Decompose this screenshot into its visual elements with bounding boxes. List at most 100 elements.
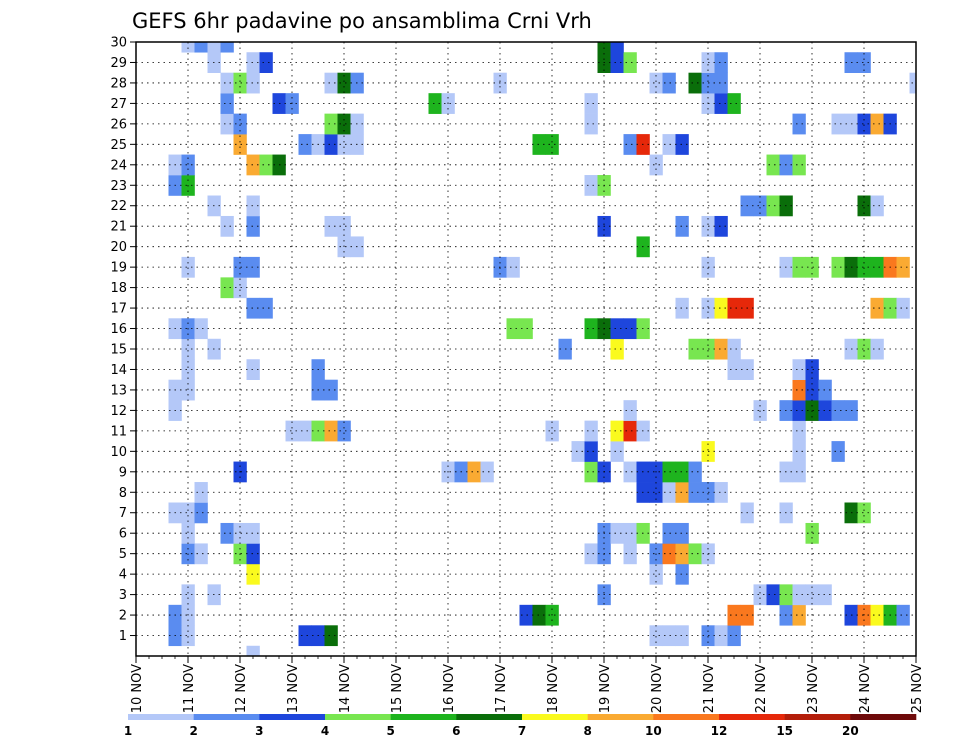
legend-swatch [653, 714, 720, 720]
heatmap-cell [831, 400, 845, 421]
legend-swatch [128, 714, 194, 720]
heatmap-cell [584, 93, 598, 114]
heatmap-cell [870, 195, 884, 217]
heatmap-cell [246, 195, 260, 217]
heatmap-cell [805, 379, 819, 401]
heatmap-cell [610, 318, 624, 340]
y-tick-label: 10 [110, 445, 127, 460]
heatmap-cell [584, 543, 598, 565]
heatmap-cell [220, 113, 234, 135]
heatmap-cell [233, 522, 247, 544]
legend-swatch [325, 714, 391, 720]
heatmap-cell [246, 52, 260, 73]
heatmap-cell [324, 113, 338, 135]
y-tick-label: 9 [119, 465, 127, 480]
heatmap-cell [870, 338, 884, 360]
heatmap-cell [246, 522, 260, 544]
heatmap-cell [181, 154, 195, 176]
heatmap-cell [324, 379, 338, 401]
y-tick-label: 28 [110, 76, 127, 91]
y-tick-label: 18 [110, 281, 127, 296]
heatmap-cell [233, 134, 247, 155]
y-tick-label: 7 [119, 506, 127, 521]
heatmap-cell [194, 318, 208, 340]
heatmap-cell [246, 256, 260, 278]
heatmap-cell [675, 215, 689, 237]
x-tick-label: 23 NOV [806, 664, 821, 713]
x-tick-label: 17 NOV [494, 664, 509, 713]
heatmap-cell [662, 72, 676, 94]
heatmap-cell [545, 420, 559, 442]
grid-lines [136, 41, 916, 656]
y-tick-label: 8 [119, 486, 127, 501]
heatmap-cell [623, 134, 637, 155]
heatmap-cell [675, 625, 689, 647]
x-tick-label: 13 NOV [286, 664, 301, 713]
x-tick-label: 22 NOV [754, 664, 769, 713]
heatmap-cell [792, 420, 806, 442]
heatmap-cell [857, 52, 871, 73]
legend-label: 5 [386, 724, 394, 738]
heatmap-cell [792, 441, 806, 462]
heatmap-cell [233, 72, 247, 94]
color-legend: 1 2 3 4 5 6 7 8 10 12 15 20 [124, 714, 917, 738]
heatmap-cell [584, 175, 598, 196]
x-tick-label: 16 NOV [442, 664, 457, 713]
heatmap-cell [181, 502, 195, 524]
x-tick-label: 24 NOV [858, 664, 873, 713]
y-tick-label: 16 [110, 322, 127, 337]
y-tick-label: 12 [110, 404, 127, 419]
legend-label: 4 [321, 724, 329, 738]
heatmap-cell [246, 297, 260, 319]
heatmap-cell [792, 256, 806, 278]
heatmap-cell [792, 461, 806, 483]
legend-label: 10 [645, 724, 662, 738]
heatmap-cell [298, 420, 312, 442]
heatmap-cell [194, 42, 208, 53]
heatmap-cell [480, 461, 494, 483]
legend-swatch [719, 714, 785, 720]
heatmap-cell [870, 256, 884, 278]
heatmap-cell [233, 277, 247, 299]
y-tick-label: 21 [110, 220, 127, 235]
x-tick-label: 18 NOV [546, 664, 561, 713]
heatmap-cell [324, 215, 338, 237]
legend-swatch [193, 714, 260, 720]
heatmap-cell [246, 543, 260, 565]
y-tick-label: 30 [110, 36, 127, 51]
heatmap-cell [337, 215, 351, 237]
heatmap-cell [675, 297, 689, 319]
heatmap-cell [181, 338, 195, 360]
heatmap-cell [207, 42, 221, 53]
heatmap-cell [714, 625, 728, 647]
heatmap-cell [220, 72, 234, 94]
heatmap-cell [597, 42, 611, 53]
legend-label: 1 [124, 724, 132, 738]
heatmap-cell [220, 215, 234, 237]
heatmap-cell [714, 52, 728, 73]
legend-label: 2 [189, 724, 197, 738]
x-tick-label: 21 NOV [702, 664, 717, 713]
heatmap-cell [792, 154, 806, 176]
legend-label: 15 [776, 724, 793, 738]
legend-swatch [784, 714, 851, 720]
heatmap-cell [727, 359, 741, 380]
heatmap-cell [675, 543, 689, 565]
heatmap-cell [662, 625, 676, 647]
heatmap-cell [727, 93, 741, 114]
heatmap-cell [857, 256, 871, 278]
heatmap-cell [623, 318, 637, 340]
heatmap-cell [584, 113, 598, 135]
heatmap-cell [233, 256, 247, 278]
legend-swatch [456, 714, 523, 720]
y-tick-label: 11 [110, 424, 127, 439]
heatmap-cell [246, 72, 260, 94]
x-tick-label: 11 NOV [182, 664, 197, 713]
heatmap-cell [545, 134, 559, 155]
heatmap-cell [519, 604, 533, 626]
heatmap-cell [246, 154, 260, 176]
heatmap-cell [805, 522, 819, 544]
heatmap-cell [727, 297, 741, 319]
heatmap-cell [675, 522, 689, 544]
legend-swatch [587, 714, 654, 720]
